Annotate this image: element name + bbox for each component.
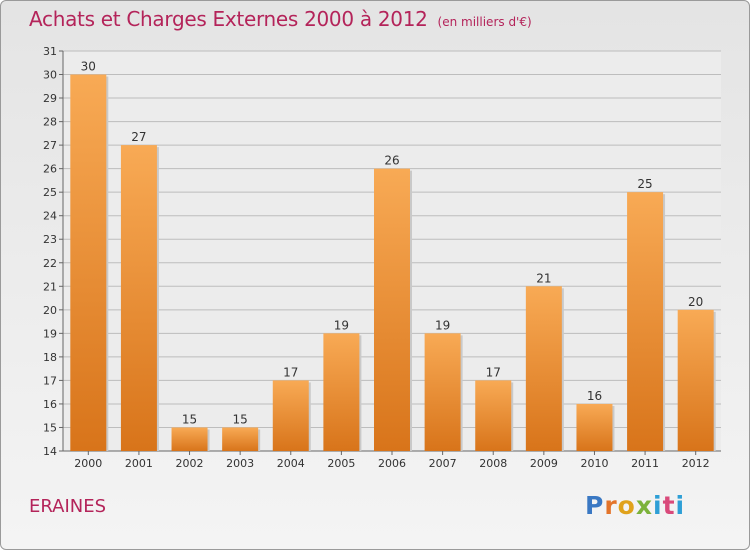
- y-tick-label: 24: [43, 210, 57, 223]
- bar: [525, 286, 562, 451]
- y-tick-label: 30: [43, 69, 57, 82]
- x-tick-label: 2011: [631, 457, 659, 470]
- y-tick-label: 16: [43, 398, 57, 411]
- bar-value-label: 19: [435, 318, 450, 332]
- bar: [323, 333, 360, 451]
- bar: [677, 309, 714, 451]
- bar: [120, 145, 157, 451]
- y-tick-label: 25: [43, 186, 57, 199]
- y-tick-label: 26: [43, 163, 57, 176]
- x-tick-label: 2010: [580, 457, 608, 470]
- bar: [222, 427, 259, 451]
- x-tick-label: 2009: [530, 457, 558, 470]
- bar-value-label: 30: [81, 60, 96, 74]
- y-tick-label: 18: [43, 351, 57, 364]
- y-tick-label: 27: [43, 139, 57, 152]
- y-tick-label: 31: [43, 45, 57, 58]
- x-tick-label: 2008: [479, 457, 507, 470]
- bar: [374, 168, 410, 451]
- bar-value-label: 20: [688, 295, 703, 309]
- proxiti-logo[interactable]: Proxiti: [585, 491, 686, 520]
- bar: [576, 403, 613, 451]
- chart-unit-note: (en milliers d'€): [437, 15, 532, 29]
- bar-value-label: 15: [182, 412, 197, 426]
- commune-name: ERAINES: [29, 496, 107, 517]
- bar: [272, 380, 309, 451]
- y-tick-label: 22: [43, 257, 57, 270]
- bar: [424, 333, 461, 451]
- y-tick-label: 14: [43, 445, 57, 458]
- x-tick-label: 2012: [682, 457, 710, 470]
- x-tick-label: 2004: [277, 457, 305, 470]
- x-tick-label: 2000: [74, 457, 102, 470]
- x-tick-label: 2002: [176, 457, 204, 470]
- bar-value-label: 19: [334, 318, 349, 332]
- x-tick-label: 2005: [327, 457, 355, 470]
- bar: [171, 427, 208, 451]
- y-tick-label: 15: [43, 421, 57, 434]
- chart-title-text: Achats et Charges Externes 2000 à 2012: [29, 7, 428, 31]
- bar-value-label: 25: [637, 177, 652, 191]
- y-tick-label: 28: [43, 116, 57, 129]
- chart-title: Achats et Charges Externes 2000 à 2012 (e…: [29, 7, 532, 31]
- bar: [475, 380, 512, 451]
- y-tick-label: 17: [43, 374, 57, 387]
- y-tick-label: 29: [43, 92, 57, 105]
- y-tick-label: 23: [43, 233, 57, 246]
- bar: [70, 74, 107, 451]
- bar-value-label: 17: [486, 365, 501, 379]
- bar-value-label: 21: [536, 271, 551, 285]
- bar-value-label: 26: [384, 154, 399, 168]
- y-tick-label: 21: [43, 280, 57, 293]
- x-tick-label: 2003: [226, 457, 254, 470]
- bar-value-label: 17: [283, 365, 298, 379]
- bar-value-label: 16: [587, 389, 602, 403]
- bar-value-label: 15: [233, 412, 248, 426]
- x-tick-label: 2007: [429, 457, 457, 470]
- y-tick-label: 20: [43, 304, 57, 317]
- bar-value-label: 27: [131, 130, 146, 144]
- y-tick-label: 19: [43, 327, 57, 340]
- bar: [627, 192, 664, 452]
- x-tick-label: 2006: [378, 457, 406, 470]
- x-tick-label: 2001: [125, 457, 153, 470]
